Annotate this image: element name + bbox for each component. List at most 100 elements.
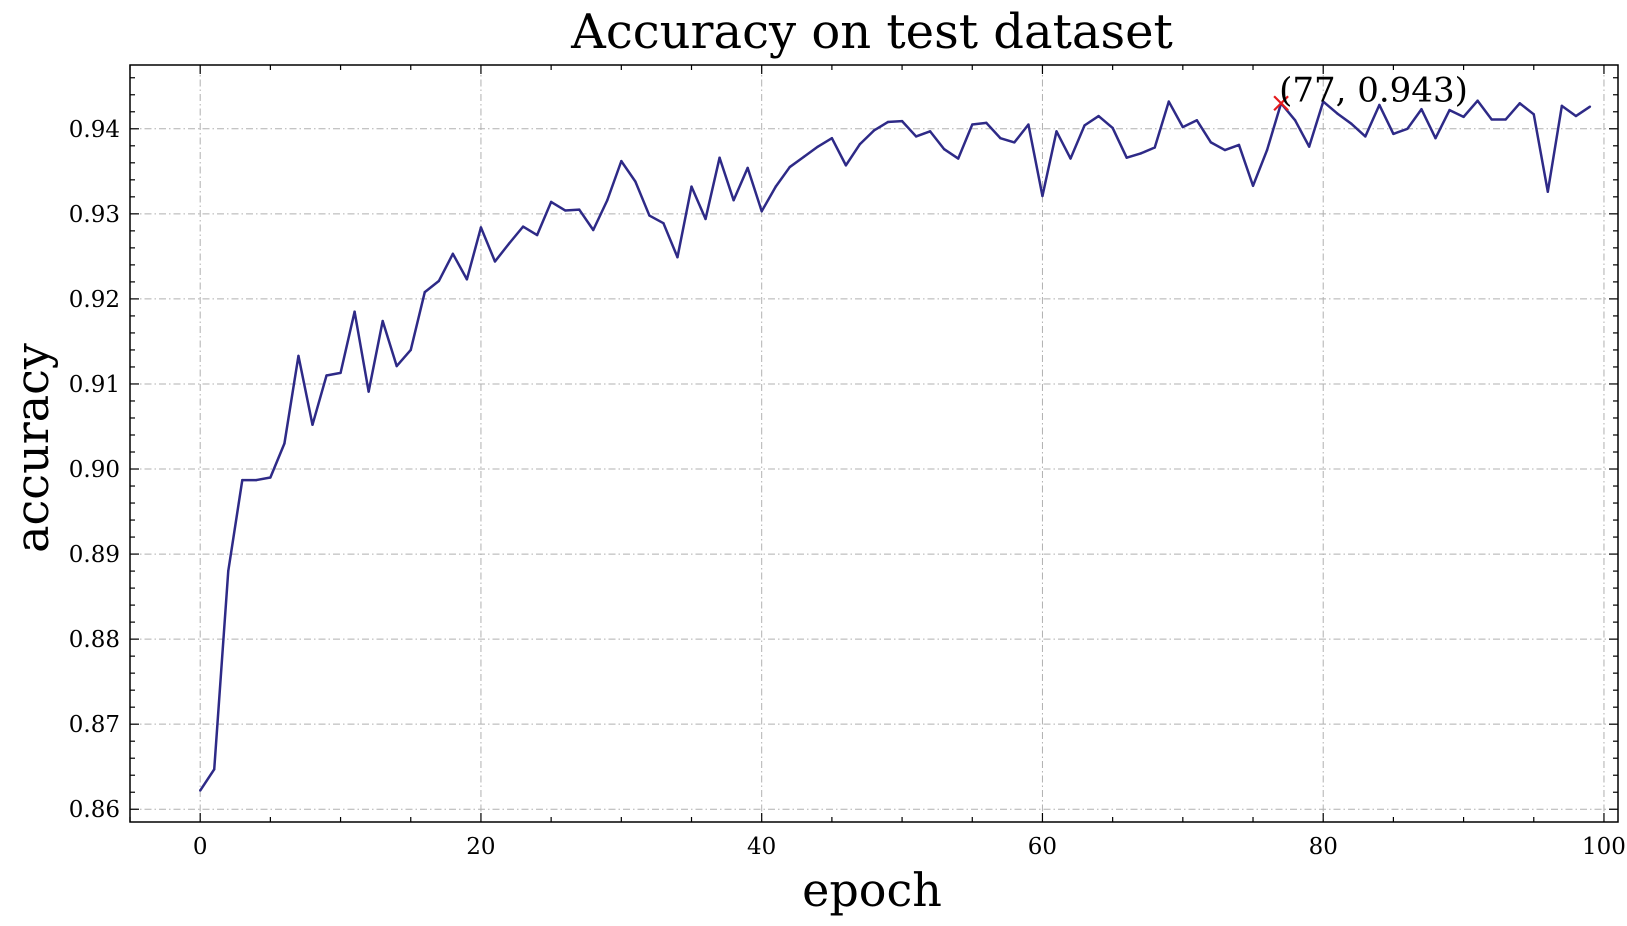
data-point [409, 348, 412, 352]
tick-labels: 0 20 40 60 80 100 0.86 0.87 0.88 0.89 0.90 0.91 0.92… [69, 117, 1626, 860]
data-point [1434, 136, 1437, 140]
data-point [592, 228, 595, 232]
data-point [325, 374, 328, 377]
data-point [241, 478, 244, 482]
data-point [1490, 118, 1493, 121]
data-point [606, 199, 609, 202]
data-point [690, 185, 693, 188]
data-point [367, 390, 370, 393]
data-point [395, 364, 398, 368]
data-point [339, 371, 342, 375]
data-point [620, 159, 623, 163]
data-point [648, 214, 651, 217]
data-point [1406, 127, 1409, 130]
y-tick-label: 0.86 [69, 797, 120, 823]
data-point [479, 226, 483, 229]
data-point [1588, 105, 1592, 108]
data-point [1420, 108, 1423, 111]
data-point [1167, 100, 1170, 103]
data-point [1083, 124, 1086, 127]
data-point [1293, 119, 1297, 122]
x-tick-label: 80 [1309, 834, 1338, 860]
data-point [1223, 148, 1227, 152]
data-point [1307, 145, 1311, 148]
data-point [465, 278, 469, 281]
data-point [507, 242, 511, 245]
chart-title: Accuracy on test dataset [570, 4, 1173, 60]
data-point [1125, 156, 1128, 159]
data-point [858, 142, 862, 146]
y-tick-label: 0.92 [69, 287, 120, 313]
data-point [662, 222, 665, 225]
max-point-marker [1273, 95, 1289, 112]
series-layer [198, 99, 1592, 792]
data-point [1055, 130, 1058, 133]
data-point [1574, 114, 1578, 118]
data-point [816, 145, 820, 148]
data-point [1462, 115, 1465, 119]
plot-frame [129, 64, 1619, 823]
data-point [774, 185, 777, 188]
data-point [1546, 190, 1550, 193]
data-point [311, 423, 314, 426]
y-tick-label: 0.88 [69, 627, 120, 653]
data-point [563, 209, 567, 212]
x-tick-label: 0 [193, 834, 208, 860]
data-point [872, 129, 876, 132]
data-point [1181, 125, 1185, 129]
y-tick-label: 0.87 [69, 712, 120, 738]
data-point [844, 164, 848, 167]
data-point [732, 199, 735, 202]
data-point [928, 130, 932, 133]
y-axis-label: accuracy [5, 343, 59, 553]
data-point [830, 136, 834, 140]
data-point [1476, 99, 1479, 102]
data-point [578, 208, 581, 211]
data-point [704, 217, 707, 221]
data-point [1336, 112, 1339, 115]
data-point [1195, 119, 1199, 122]
data-point [1378, 103, 1381, 107]
data-point [957, 157, 960, 160]
data-point [1518, 102, 1521, 105]
grid [130, 65, 1618, 822]
y-tick-label: 0.91 [69, 372, 120, 398]
data-point [381, 319, 384, 323]
data-point [886, 120, 890, 124]
data-point [423, 290, 426, 294]
data-point [1041, 194, 1044, 198]
data-point [1265, 148, 1269, 152]
data-point [1097, 114, 1100, 118]
data-point [746, 166, 749, 170]
data-point [788, 165, 791, 169]
data-point [227, 569, 230, 573]
data-point [1560, 104, 1564, 108]
data-point [535, 233, 539, 237]
data-point [493, 260, 497, 263]
data-point [1237, 143, 1241, 147]
data-point [1111, 126, 1114, 130]
data-point [1153, 146, 1156, 149]
data-point [437, 279, 441, 283]
x-tick-label: 20 [466, 834, 495, 860]
data-point [521, 225, 525, 228]
data-point [942, 148, 946, 151]
data-point [802, 155, 806, 159]
data-point [1350, 122, 1353, 125]
max-point-label: (77, 0.943) [1279, 70, 1468, 110]
data-point [1392, 132, 1395, 136]
data-point [213, 768, 216, 771]
data-point [900, 119, 904, 123]
y-tick-label: 0.93 [69, 202, 120, 228]
y-tick-label: 0.89 [69, 542, 120, 568]
x-tick-label: 60 [1028, 834, 1057, 860]
x-tick-label: 100 [1582, 834, 1626, 860]
y-tick-label: 0.94 [69, 117, 120, 143]
x-tick-label: 40 [747, 834, 776, 860]
data-point [1013, 141, 1016, 144]
data-point [760, 210, 763, 213]
data-point [353, 310, 356, 313]
data-point [297, 354, 300, 358]
data-point [269, 476, 272, 479]
